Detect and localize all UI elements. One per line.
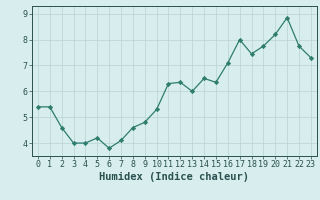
X-axis label: Humidex (Indice chaleur): Humidex (Indice chaleur) <box>100 172 249 182</box>
